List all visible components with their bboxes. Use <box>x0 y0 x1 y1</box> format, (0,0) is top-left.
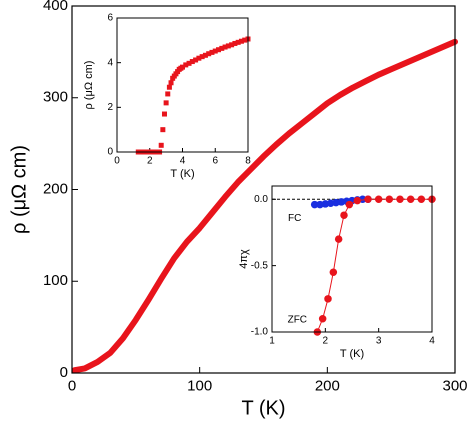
y-axis-label: 4πχ <box>238 249 250 269</box>
y-tick-label: 300 <box>43 89 68 106</box>
x-tick-label: 0 <box>68 377 76 394</box>
marker <box>334 235 343 243</box>
marker <box>374 195 383 204</box>
plot-frame <box>271 185 433 333</box>
marker <box>219 45 225 51</box>
marker <box>193 57 199 63</box>
inset-background <box>117 18 248 152</box>
y-axis-label: ρ (μΩ cm) <box>83 61 95 110</box>
x-axis-label: T (K) <box>170 168 194 180</box>
marker <box>364 195 372 204</box>
x-tick-label: 100 <box>187 377 212 394</box>
y-tick-label: 2 <box>107 102 113 113</box>
marker <box>212 48 218 54</box>
y-tick-label: 100 <box>43 272 68 289</box>
marker <box>329 268 338 277</box>
y-tick-label: -1.0 <box>251 327 269 338</box>
marker <box>417 195 426 204</box>
y-tick-label: 6 <box>107 13 113 24</box>
marker <box>166 84 172 90</box>
marker <box>345 200 354 209</box>
marker <box>168 80 174 86</box>
y-tick-label: -0.5 <box>251 260 269 271</box>
marker <box>385 195 394 204</box>
marker <box>238 38 244 44</box>
marker <box>158 142 164 148</box>
x-tick-label: 200 <box>315 377 340 394</box>
marker <box>235 39 241 45</box>
series-label: ZFC <box>288 315 307 326</box>
marker <box>165 91 171 97</box>
marker <box>216 47 222 53</box>
inset-background <box>272 186 432 332</box>
marker <box>225 43 231 49</box>
data-line <box>71 38 458 374</box>
marker <box>353 196 362 205</box>
x-axis-label: T (K) <box>340 348 364 360</box>
x-tick-label: 3 <box>376 336 382 347</box>
y-tick-label: 0 <box>60 364 68 381</box>
y-tick-label: 4 <box>107 57 113 68</box>
y-tick-label: 200 <box>43 180 68 197</box>
marker <box>222 44 228 50</box>
plot-frame <box>116 17 249 153</box>
marker <box>160 127 166 133</box>
marker <box>180 64 185 70</box>
x-tick-label: 2 <box>147 156 153 167</box>
marker <box>242 37 248 43</box>
x-tick-label: 300 <box>442 377 467 394</box>
marker <box>324 295 332 303</box>
marker <box>161 111 167 117</box>
marker <box>189 59 195 65</box>
x-tick-label: 4 <box>429 336 435 347</box>
marker <box>318 314 327 323</box>
marker <box>310 200 319 209</box>
marker <box>183 62 189 68</box>
marker <box>340 211 348 219</box>
series-label: FC <box>288 213 301 224</box>
marker <box>206 51 212 57</box>
x-tick-label: 4 <box>180 156 186 167</box>
marker <box>229 42 235 48</box>
x-tick-label: 6 <box>212 156 218 167</box>
x-tick-label: 1 <box>269 336 275 347</box>
y-tick-label: 0.0 <box>254 194 268 205</box>
x-tick-label: 2 <box>323 336 329 347</box>
marker <box>199 54 205 60</box>
marker <box>406 195 415 204</box>
x-axis-label: T (K) <box>241 397 285 419</box>
marker <box>202 52 208 58</box>
marker <box>186 60 192 66</box>
marker <box>196 55 202 61</box>
marker <box>163 100 169 106</box>
x-tick-label: 8 <box>245 156 251 167</box>
y-tick-label: 0 <box>107 147 113 158</box>
x-tick-label: 0 <box>114 156 120 167</box>
marker <box>209 49 215 55</box>
y-axis-label: ρ (μΩ cm) <box>8 145 30 234</box>
y-tick-label: 400 <box>43 0 68 14</box>
plot-frame <box>71 5 456 374</box>
marker <box>396 195 404 204</box>
marker <box>232 40 238 46</box>
